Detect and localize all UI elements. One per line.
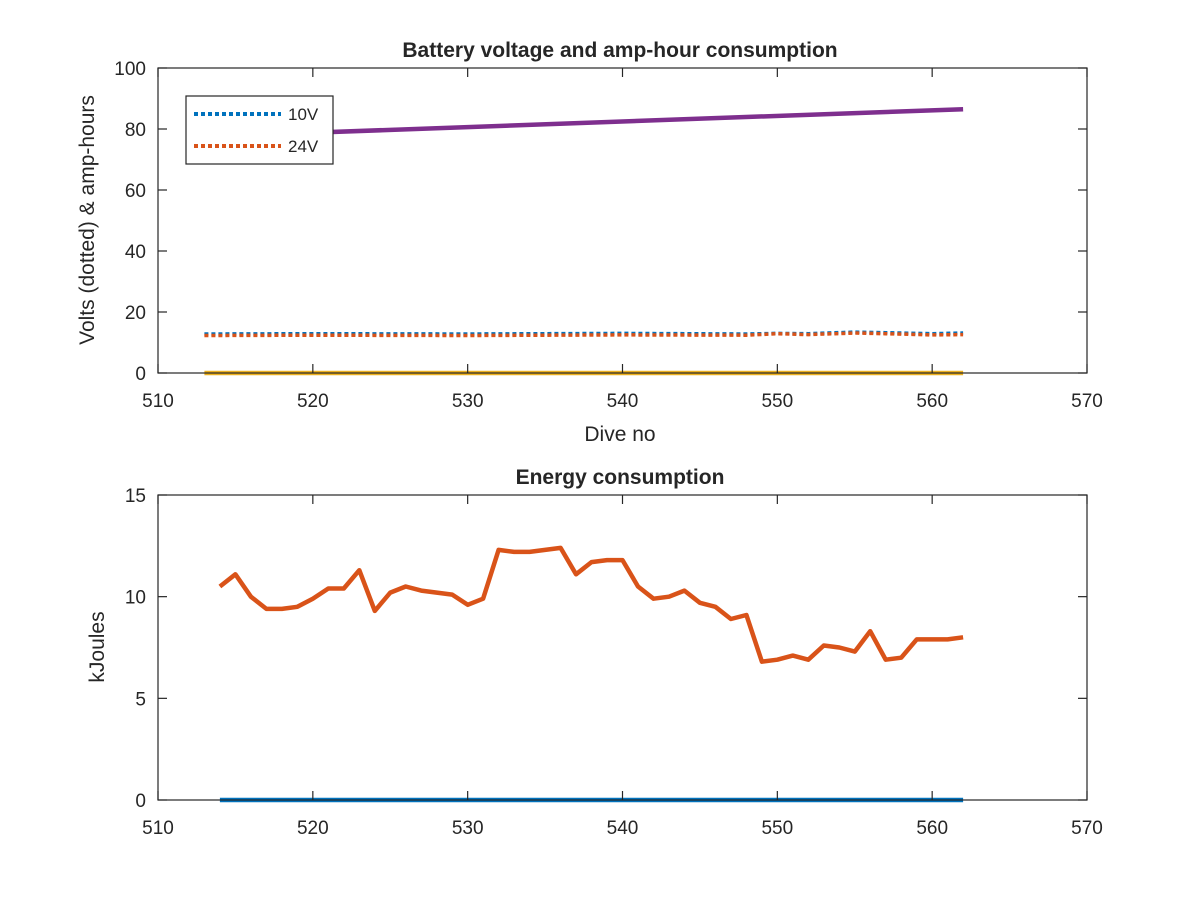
plot1-series-line-1	[204, 331, 964, 338]
plot2-y-tick-label: 15	[125, 486, 146, 507]
plot1-y-tick-label: 40	[125, 242, 146, 263]
plot1-y-axis-label: Volts (dotted) & amp-hours	[76, 95, 99, 345]
legend-label-10v: 10V	[288, 105, 319, 124]
plot2-y-axis-label: kJoules	[86, 611, 109, 682]
legend-label-24v: 24V	[288, 137, 319, 156]
plot2-x-tick-label: 530	[452, 818, 484, 839]
plot2-y-tick-label: 5	[135, 689, 146, 710]
plot1-x-tick-label: 570	[1071, 391, 1103, 412]
legend-box	[185, 95, 334, 165]
plot1-legend: 10V 24V	[185, 95, 334, 165]
plot1-y-tick-label: 60	[125, 181, 146, 202]
plot1-x-tick-label: 530	[452, 391, 484, 412]
plot1-title: Battery voltage and amp-hour consumption	[402, 39, 837, 62]
plot1-x-tick-label: 520	[297, 391, 329, 412]
plot2-y-tick-label: 10	[125, 588, 146, 609]
plot1-x-axis-label: Dive no	[584, 423, 655, 446]
plot1-x-tick-label: 540	[607, 391, 639, 412]
plot2-x-tick-label: 540	[607, 818, 639, 839]
plot1-x-tick-label: 550	[761, 391, 793, 412]
voltage-amphour-plot: Battery voltage and amp-hour consumption…	[76, 39, 1103, 446]
plot2-x-tick-label: 520	[297, 818, 329, 839]
plot2-y-tick-label: 0	[135, 791, 146, 812]
plot1-y-tick-label: 80	[125, 120, 146, 141]
plot1-ticks: 510 520 530 540 550 560 570 0 20 40 60 80 100	[114, 59, 1103, 412]
plot1-y-tick-label: 0	[135, 364, 146, 385]
energy-plot: Energy consumption 510 520 530 540 550 560 570…	[86, 466, 1103, 839]
plot1-y-tick-label: 20	[125, 303, 146, 324]
plot2-series-line-0	[218, 545, 964, 664]
plot2-x-tick-label: 550	[761, 818, 793, 839]
plot1-y-tick-label: 100	[114, 59, 146, 80]
plot2-x-tick-label: 510	[142, 818, 174, 839]
plot1-x-tick-label: 560	[916, 391, 948, 412]
plot2-x-tick-label: 570	[1071, 818, 1103, 839]
plot2-title: Energy consumption	[516, 466, 725, 489]
plot1-x-tick-label: 510	[142, 391, 174, 412]
plot2-x-tick-label: 560	[916, 818, 948, 839]
